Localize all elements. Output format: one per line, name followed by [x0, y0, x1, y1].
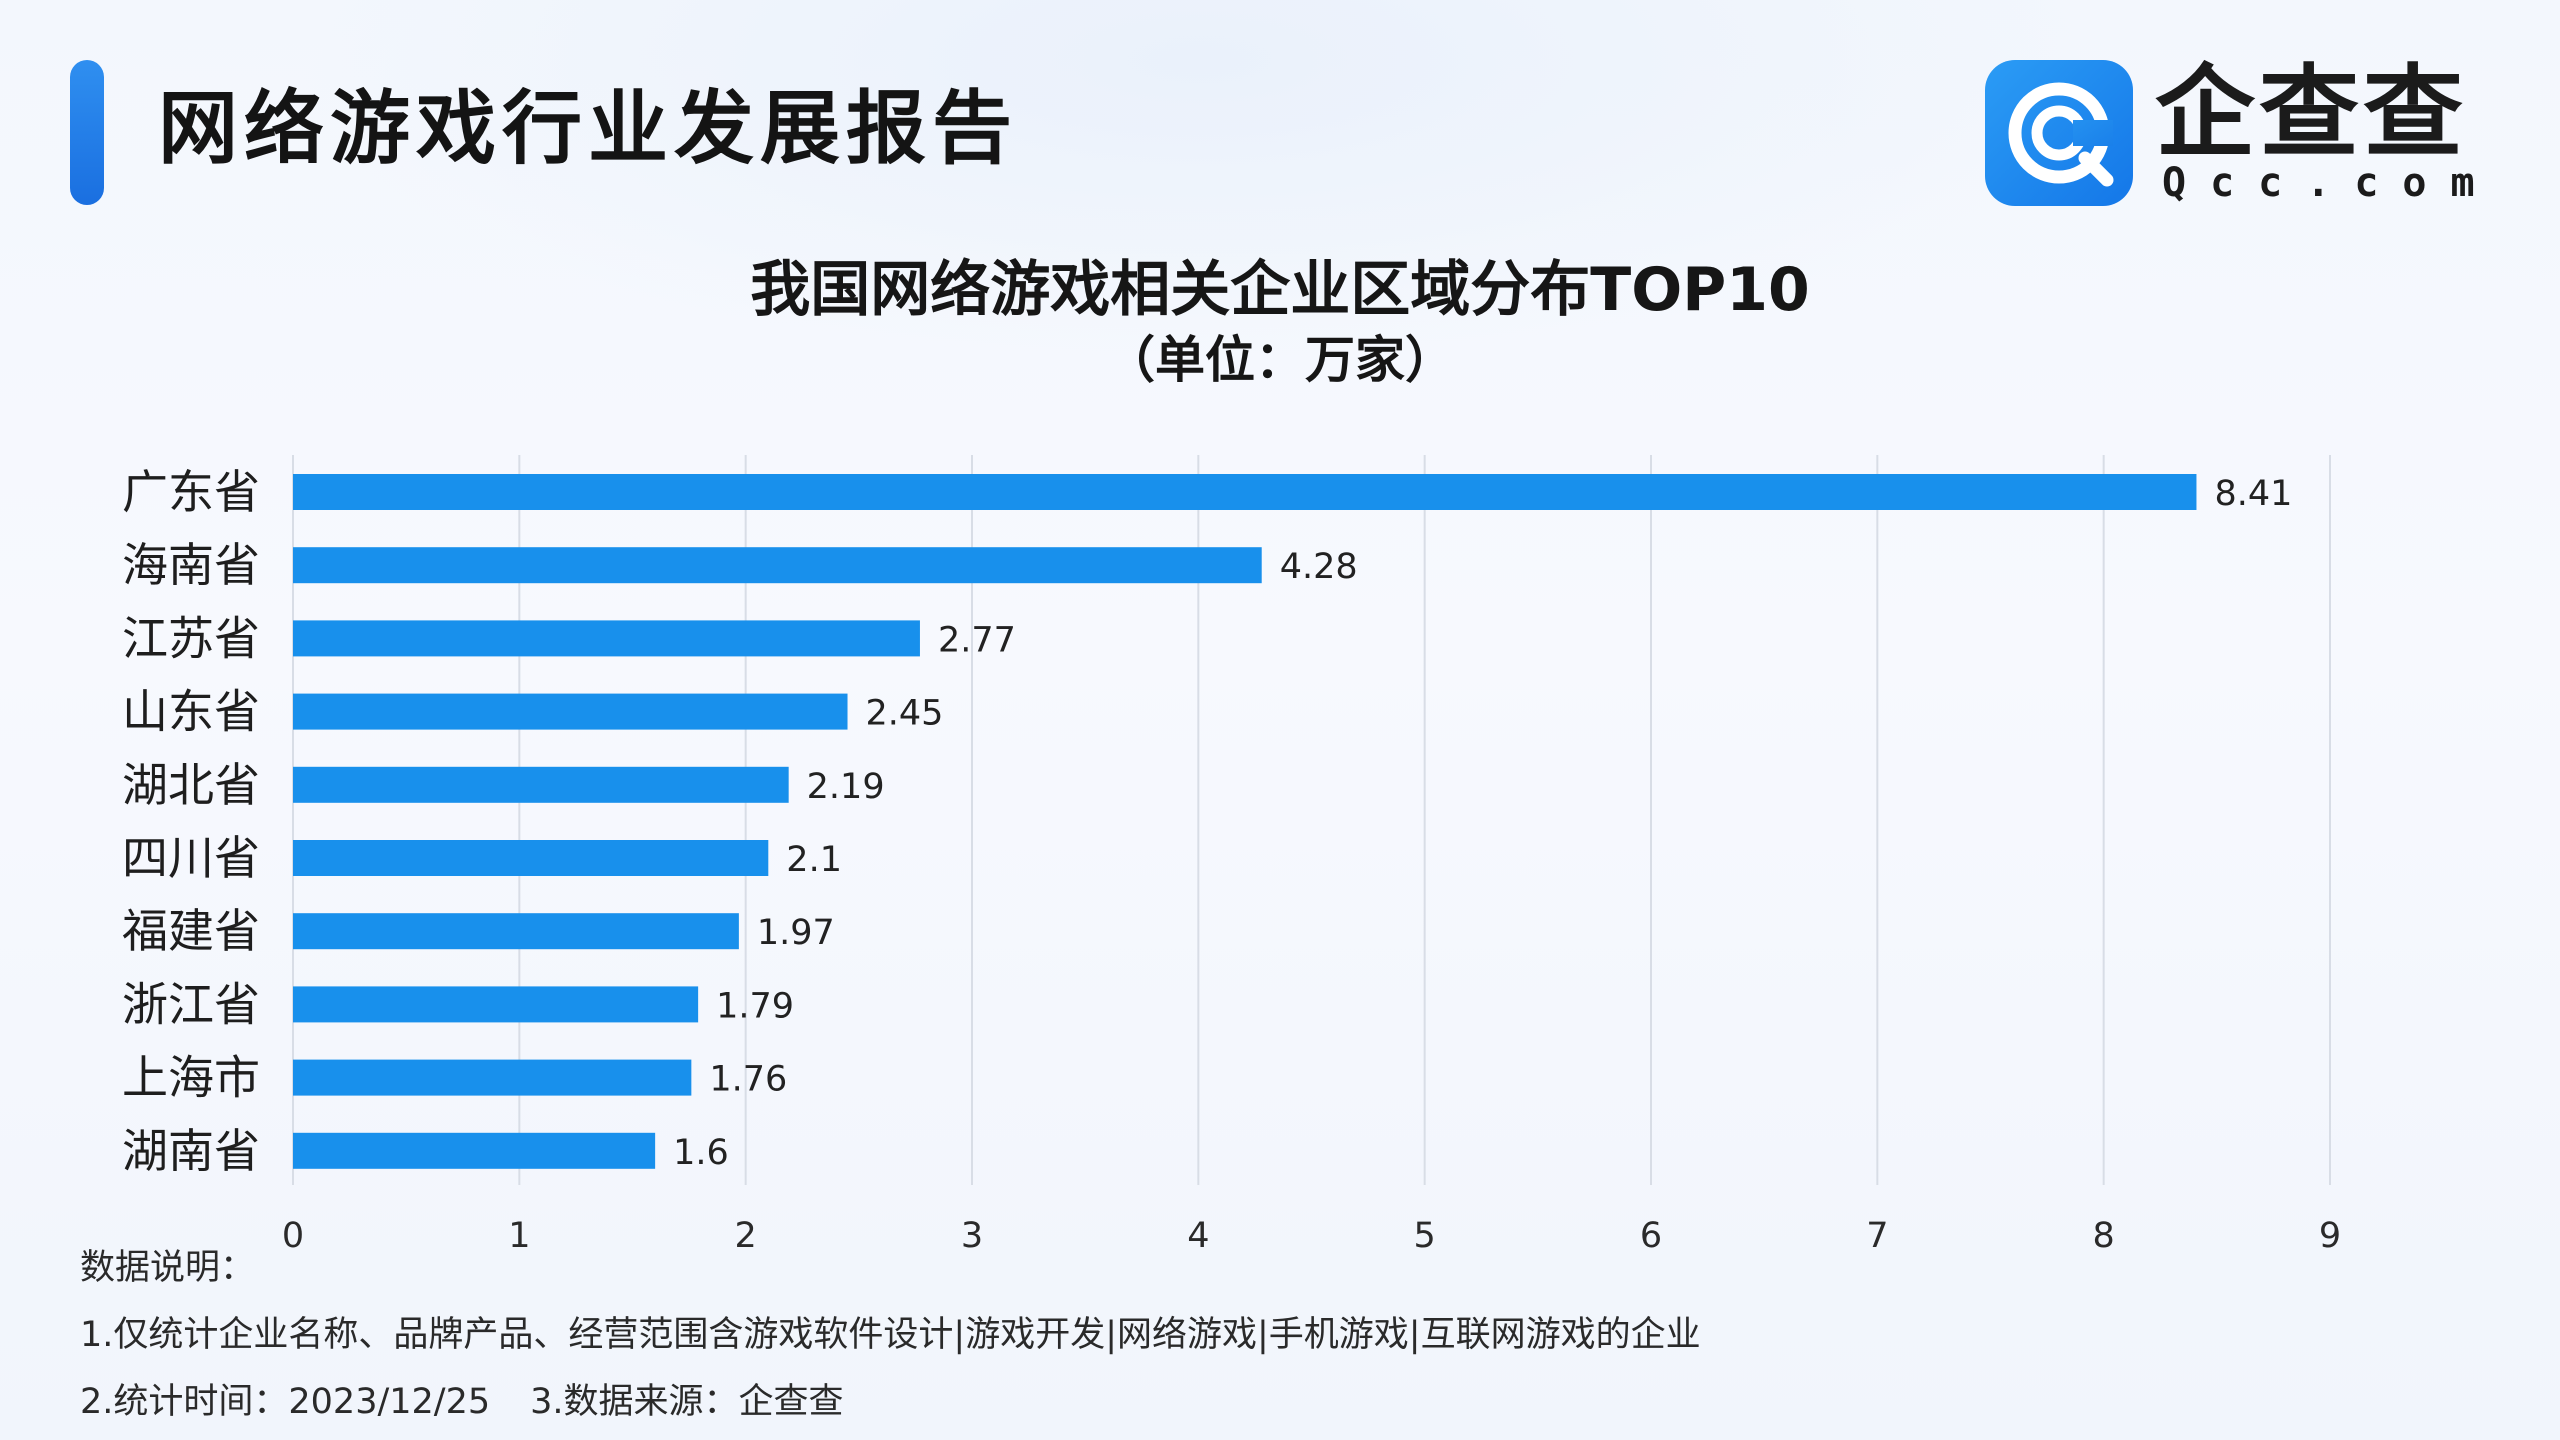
- category-label: 湖南省: [122, 1124, 260, 1178]
- chart-title: 我国网络游戏相关企业区域分布TOP10: [750, 255, 1810, 325]
- category-label: 海南省: [122, 538, 260, 592]
- category-label: 浙江省: [122, 977, 260, 1031]
- bar: [293, 766, 789, 803]
- value-label: 1.6: [673, 1133, 729, 1173]
- chart-subtitle: （单位：万家）: [1105, 331, 1455, 389]
- notes-line-1: 1.仅统计企业名称、品牌产品、经营范围含游戏软件设计|游戏开发|网络游戏|手机游…: [80, 1315, 1701, 1355]
- x-tick-label: 6: [1640, 1216, 1662, 1256]
- category-label: 四川省: [122, 831, 260, 885]
- bar: [293, 840, 769, 876]
- category-label: 上海市: [122, 1051, 260, 1105]
- value-label: 2.45: [866, 694, 944, 734]
- x-tick-label: 8: [2093, 1216, 2115, 1256]
- x-tick-label: 7: [1866, 1216, 1888, 1256]
- bar: [293, 474, 2197, 510]
- value-label: 8.41: [2214, 474, 2292, 514]
- x-tick-label: 0: [282, 1216, 304, 1256]
- labels: 0 1 2 3 4 5 6 7 8 9 广东省 8.41 海南省 4.28 江苏省 2.77 山东省 2.45 湖北…: [122, 465, 2341, 1256]
- bar: [293, 913, 739, 950]
- x-tick-label: 2: [735, 1216, 757, 1256]
- bar: [293, 620, 920, 657]
- bar: [293, 693, 848, 730]
- bar: [293, 1059, 692, 1096]
- category-label: 江苏省: [122, 611, 260, 665]
- notes-source: 3.数据来源：企查查: [530, 1382, 844, 1422]
- value-label: 1.79: [716, 986, 794, 1026]
- brand-domain: Qcc.com: [2162, 160, 2499, 206]
- bar: [293, 547, 1262, 584]
- category-label: 广东省: [122, 465, 260, 519]
- value-label: 1.97: [757, 913, 835, 953]
- category-label: 山东省: [122, 685, 260, 739]
- notes-stat-time: 2.统计时间：2023/12/25: [80, 1382, 491, 1422]
- value-label: 1.76: [709, 1060, 787, 1100]
- value-label: 2.19: [807, 767, 885, 807]
- notes-heading: 数据说明：: [80, 1248, 256, 1288]
- bar: [293, 986, 699, 1023]
- value-label: 2.77: [938, 620, 1016, 660]
- x-tick-label: 4: [1187, 1216, 1209, 1256]
- notes-line-2: 2.统计时间：2023/12/25 3.数据来源：企查查: [80, 1380, 844, 1424]
- bar: [293, 1132, 656, 1169]
- value-label: 2.1: [786, 840, 842, 880]
- qcc-logo-icon: [1985, 60, 2133, 206]
- bars: [293, 474, 2197, 1169]
- category-label: 湖北省: [122, 758, 260, 812]
- x-tick-label: 9: [2319, 1216, 2341, 1256]
- value-label: 4.28: [1280, 547, 1358, 587]
- x-tick-label: 5: [1414, 1216, 1436, 1256]
- title-accent-bar: [70, 60, 104, 205]
- x-tick-label: 1: [508, 1216, 530, 1256]
- report-title: 网络游戏行业发展报告: [158, 82, 1018, 175]
- x-tick-label: 3: [961, 1216, 983, 1256]
- brand-name: 企查查: [2155, 54, 2467, 171]
- category-label: 福建省: [122, 904, 260, 958]
